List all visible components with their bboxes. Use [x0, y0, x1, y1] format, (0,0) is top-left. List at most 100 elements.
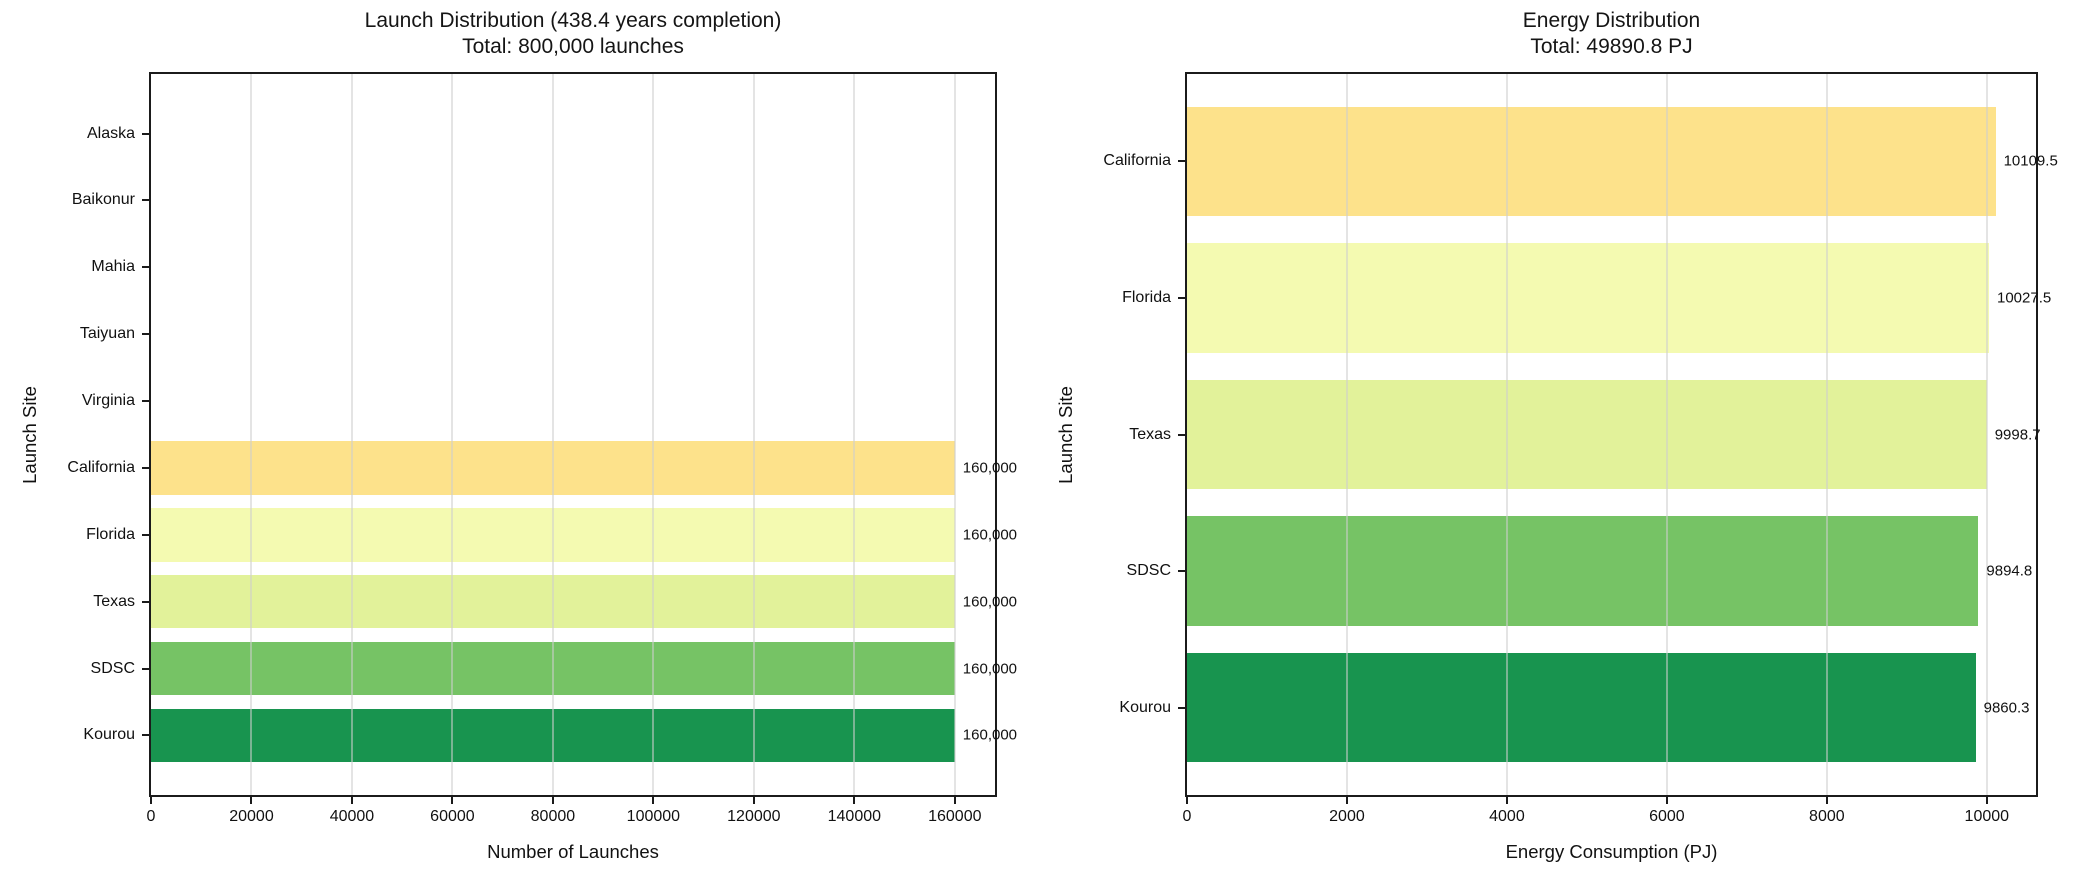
bar-value-label: 160,000: [962, 593, 1018, 611]
y-tick-mark: [142, 333, 151, 336]
gridline: [853, 74, 856, 795]
chart-title-line1: Launch Distribution (438.4 years complet…: [364, 9, 782, 32]
gridline: [953, 74, 956, 795]
x-tick-label: 140000: [827, 808, 882, 825]
y-tick-label: Texas: [93, 592, 135, 610]
gridline: [451, 74, 454, 795]
gridline: [1665, 74, 1668, 795]
x-tick-mark: [1665, 795, 1668, 804]
y-tick-label: Kourou: [1119, 698, 1171, 716]
y-tick-mark: [1178, 160, 1187, 163]
bar-sdsc: [1187, 516, 1979, 626]
x-tick-label: 6000: [1649, 808, 1685, 825]
y-tick-mark: [142, 199, 151, 202]
y-tick-label: Florida: [1122, 288, 1171, 306]
y-axis-label: Launch Site: [1055, 385, 1076, 484]
chart-title: Launch Distribution (438.4 years complet…: [149, 8, 997, 60]
launch-distribution-chart: Launch Distribution (438.4 years complet…: [19, 9, 1017, 862]
y-tick-label: SDSC: [90, 659, 135, 677]
x-tick-label: 10000: [1964, 808, 2010, 825]
x-tick-mark: [350, 795, 353, 804]
y-tick-label: Mahia: [91, 258, 135, 276]
y-tick-mark: [1178, 433, 1187, 436]
x-tick-label: 0: [1182, 808, 1192, 825]
bar-value-label: 160,000: [962, 726, 1018, 744]
y-tick-mark: [1178, 706, 1187, 709]
x-tick-label: 160000: [928, 808, 982, 825]
x-tick-mark: [250, 795, 253, 804]
y-tick-mark: [142, 400, 151, 403]
bar-value-label: 9998.7: [1994, 426, 2041, 443]
gridline: [752, 74, 755, 795]
x-tick-label: 20000: [229, 808, 274, 825]
y-tick-mark: [1178, 296, 1187, 299]
x-tick-label: 80000: [530, 808, 576, 825]
x-tick-mark: [1985, 795, 1988, 804]
x-axis-label: Energy Consumption (PJ): [1505, 841, 1718, 862]
x-tick-label: 0: [146, 808, 156, 825]
bar-florida: [1187, 243, 1989, 353]
gridline: [1825, 74, 1828, 795]
x-tick-mark: [652, 795, 655, 804]
x-axis-label: Number of Launches: [487, 841, 659, 862]
bar-value-label: 10109.5: [2003, 152, 2058, 170]
x-tick-label: 4000: [1489, 808, 1525, 825]
y-tick-mark: [142, 266, 151, 269]
y-tick-label: Florida: [86, 525, 135, 543]
y-tick-mark: [142, 734, 151, 737]
y-tick-mark: [142, 132, 151, 135]
bar-value-label: 160,000: [962, 459, 1018, 477]
gridline: [1985, 74, 1988, 795]
gridline: [250, 74, 253, 795]
x-tick-mark: [853, 795, 856, 804]
bar-texas: [1187, 379, 1987, 490]
x-tick-mark: [1186, 795, 1188, 804]
y-tick-label: SDSC: [1126, 562, 1171, 580]
x-tick-mark: [150, 795, 152, 804]
gridline: [1345, 74, 1348, 795]
x-tick-label: 8000: [1809, 808, 1845, 825]
x-tick-label: 60000: [430, 808, 475, 825]
x-tick-mark: [1345, 795, 1348, 804]
chart-title-line2: Total: 49890.8 PJ: [1530, 35, 1693, 58]
y-tick-mark: [142, 667, 151, 670]
gridline: [350, 74, 353, 795]
x-tick-label: 120000: [727, 808, 781, 825]
y-tick-label: California: [67, 458, 135, 476]
bar-value-label: 9860.3: [1983, 699, 2030, 717]
bar-kourou: [1187, 652, 1976, 763]
chart-title: Energy Distribution Total: 49890.8 PJ: [1185, 8, 2038, 60]
x-tick-mark: [451, 795, 454, 804]
x-tick-label: 40000: [329, 808, 375, 825]
x-tick-label: 100000: [626, 808, 681, 825]
x-tick-mark: [953, 795, 956, 804]
bar-value-label: 9894.8: [1986, 562, 2033, 580]
x-tick-mark: [1505, 795, 1508, 804]
bar-california: [1187, 106, 1996, 216]
y-tick-mark: [142, 600, 151, 603]
chart-title-line2: Total: 800,000 launches: [462, 35, 684, 58]
bar-value-label: 160,000: [962, 660, 1018, 678]
y-axis-label: Launch Site: [19, 385, 40, 484]
gridline: [1505, 74, 1508, 795]
x-tick-mark: [1825, 795, 1828, 804]
plot-area: 0 20000 40000 60000 80000 100000 120000 140000 1…: [67, 72, 1017, 825]
y-tick-label: Texas: [1129, 425, 1171, 443]
y-tick-label: Taiyuan: [79, 325, 135, 343]
chart-title-line1: Energy Distribution: [1522, 9, 1701, 32]
x-tick-mark: [551, 795, 554, 804]
y-tick-mark: [1178, 570, 1187, 573]
y-tick-mark: [142, 466, 151, 469]
bar-value-label: 10027.5: [1997, 289, 2052, 307]
y-tick-label: California: [1103, 152, 1171, 170]
bar-value-label: 160,000: [962, 526, 1018, 544]
y-tick-label: Alaska: [86, 124, 135, 142]
plot-area: 0 2000 4000 6000 8000 10000 California 10109.5 F…: [1103, 72, 2058, 825]
y-tick-label: Virginia: [81, 392, 135, 410]
gridline: [551, 74, 554, 795]
gridline: [652, 74, 655, 795]
y-tick-label: Kourou: [83, 726, 135, 744]
y-tick-mark: [142, 533, 151, 536]
x-tick-mark: [752, 795, 755, 804]
